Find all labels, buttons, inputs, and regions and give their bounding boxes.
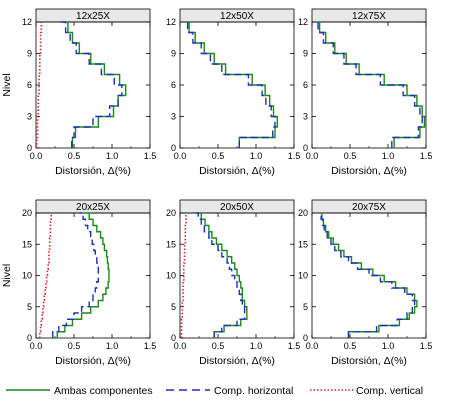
y-tick-label: 15 [166,239,176,249]
panel-title: 20x75X [352,202,386,213]
legend-label: Comp. vertical [356,385,423,397]
series-line-comp-vertical [180,213,187,338]
legend-label: Ambas componentes [54,385,153,397]
y-tick-label: 0 [27,143,32,153]
panel-title: 12x50X [220,11,254,22]
x-tick-label: 0.5 [344,341,357,351]
y-axis-label: Nivel [1,73,13,96]
y-tick-label: 5 [171,302,176,312]
panel-title: 20x50X [220,202,254,213]
x-tick-label: 1.0 [106,341,119,351]
chart-panel-12x75X: 12x75X 0.0 0.5 1.0 1.5 0 3 6 9 12 Distorsión, Δ(%) [298,8,433,177]
y-tick-label: 6 [171,80,176,90]
series-line-ambas-componentes [56,212,110,338]
x-tick-label: 0.5 [344,151,357,161]
x-tick-label: 1.0 [382,151,395,161]
y-tick-label: 5 [303,302,308,312]
x-tick-label: 1.0 [250,151,263,161]
y-tick-label: 0 [303,143,308,153]
y-tick-label: 20 [298,208,308,218]
plot-frame [311,21,427,149]
x-tick-label: 0.5 [68,341,81,351]
x-tick-label: 0.0 [30,341,43,351]
x-tick-label: 0.5 [212,151,225,161]
panel-title: 12x25X [76,11,110,22]
series-line-comp-horizontal [184,21,276,148]
x-tick-label: 0.5 [212,341,225,351]
x-tick-label: 1.5 [288,151,301,161]
series-line-ambas-componentes [196,212,248,338]
series-line-comp-vertical [35,22,43,148]
y-tick-label: 20 [166,208,176,218]
y-tick-label: 0 [171,143,176,153]
y-tick-label: 5 [27,302,32,312]
series-line-comp-horizontal [319,212,416,338]
x-tick-label: 1.5 [288,341,301,351]
y-tick-label: 15 [298,239,308,249]
x-axis-label: Distorsión, Δ(%) [331,355,407,367]
y-tick-label: 0 [171,333,176,343]
y-tick-label: 15 [22,239,32,249]
chart-panel-12x25X: 12x25X 0.0 0.5 1.0 1.5 0 3 6 9 12 Distorsión, Δ(%)… [1,8,157,177]
panel-title: 12x75X [352,11,386,22]
chart-panel-12x50X: 12x50X 0.0 0.5 1.0 1.5 0 3 6 9 12 Distorsión, Δ(%) [166,8,301,177]
y-tick-label: 0 [27,333,32,343]
series-line-comp-horizontal [60,21,123,148]
y-axis-label: Nivel [1,264,13,287]
y-tick-label: 12 [298,17,308,27]
plot-frame [179,21,295,149]
y-tick-label: 12 [166,17,176,27]
series-line-ambas-componentes [316,21,426,148]
y-tick-label: 20 [22,208,32,218]
series-line-ambas-componentes [62,21,127,148]
series-line-comp-vertical [39,213,52,338]
x-tick-label: 1.0 [106,151,119,161]
x-tick-label: 1.5 [420,151,433,161]
y-tick-label: 10 [166,271,176,281]
x-tick-label: 0.0 [306,151,319,161]
legend-label: Comp. horizontal [214,385,293,397]
chart-panel-20x25X: 20x25X 0.0 0.5 1.0 1.5 0 5 10 15 20 Distorsión, Δ(… [1,199,157,367]
x-tick-label: 0.0 [306,341,319,351]
x-axis-label: Distorsión, Δ(%) [55,165,131,177]
y-tick-label: 9 [303,49,308,59]
y-tick-label: 9 [171,49,176,59]
y-tick-label: 3 [27,112,32,122]
y-tick-label: 3 [303,112,308,122]
y-tick-label: 0 [303,333,308,343]
x-axis-label: Distorsión, Δ(%) [55,355,131,367]
chart-panel-20x75X: 20x75X 0.0 0.5 1.0 1.5 0 5 10 15 20 Distorsión, Δ(… [298,199,433,367]
y-tick-label: 10 [298,271,308,281]
x-tick-label: 1.5 [420,341,433,351]
x-tick-label: 1.0 [382,341,395,351]
series-line-comp-horizontal [315,21,423,148]
x-axis-label: Distorsión, Δ(%) [199,165,275,177]
x-tick-label: 0.0 [174,151,187,161]
chart-panel-20x50X: 20x50X 0.0 0.5 1.0 1.5 0 5 10 15 20 Distorsión, Δ(… [166,199,301,367]
panel-title: 20x25X [76,202,110,213]
x-tick-label: 1.5 [144,341,157,351]
legend: Ambas componentes Comp. horizontal Comp. v… [6,385,423,397]
x-tick-label: 1.5 [144,151,157,161]
x-tick-label: 0.0 [174,341,187,351]
x-tick-label: 1.0 [250,341,263,351]
y-tick-label: 12 [22,17,32,27]
x-axis-label: Distorsión, Δ(%) [331,165,407,177]
x-axis-label: Distorsión, Δ(%) [199,355,275,367]
series-line-ambas-componentes [186,21,278,148]
y-tick-label: 3 [171,112,176,122]
x-tick-label: 0.5 [68,151,81,161]
x-tick-label: 0.0 [30,151,43,161]
y-tick-label: 6 [303,80,308,90]
y-tick-label: 10 [22,271,32,281]
y-tick-label: 6 [27,80,32,90]
y-tick-label: 9 [27,49,32,59]
plot-frame [35,21,151,149]
plot-frame [35,212,151,339]
